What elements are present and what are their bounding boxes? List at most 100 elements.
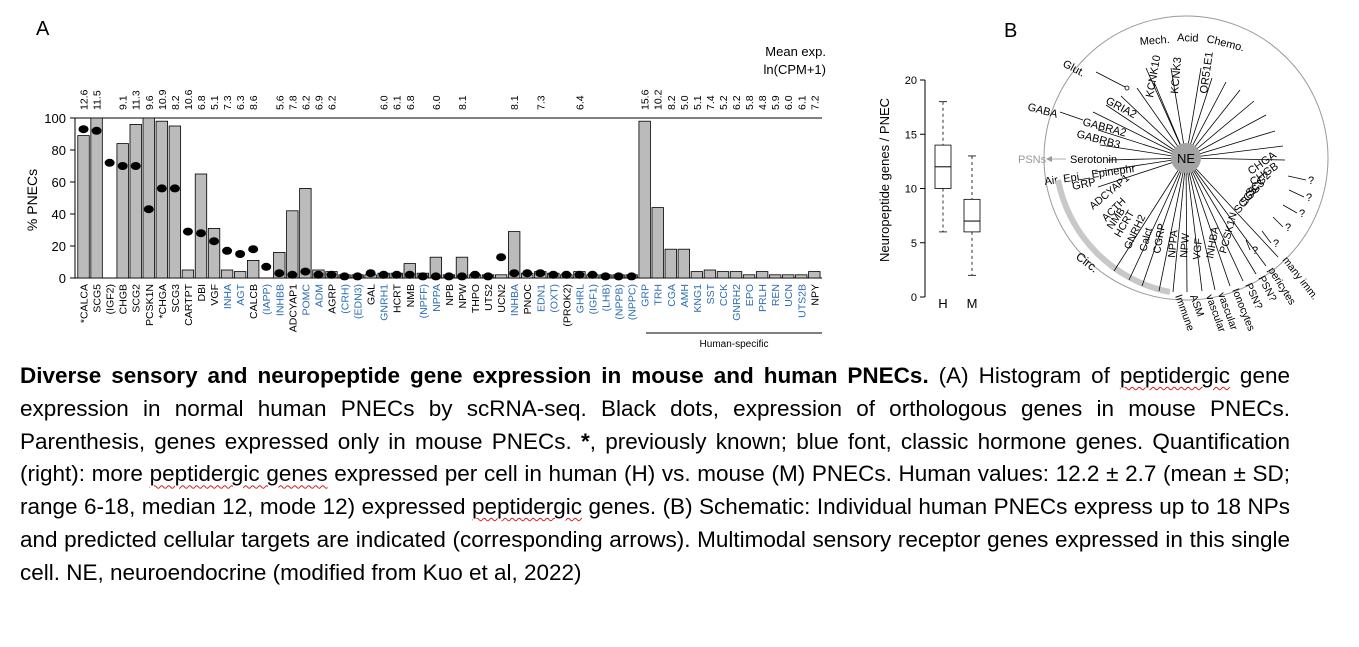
dot-mouse: [182, 227, 193, 236]
dot-mouse: [287, 270, 298, 279]
mean-exp-label: 11.3: [131, 90, 143, 110]
ne-schematic: Glut. GRIA2 GABA GABRA2 GABRB3 PSNs Sero…: [1018, 15, 1329, 334]
category-label: GHRL: [574, 284, 586, 313]
acid-label: Acid: [1177, 32, 1199, 45]
box-y-tick-label: 5: [911, 238, 917, 250]
category-label: POMC: [300, 284, 312, 316]
psns-label: PSNs: [1018, 154, 1047, 166]
bar-human: [168, 125, 182, 279]
unknown-target-arrow: [1288, 189, 1305, 198]
mean-exp-label: 6.8: [196, 95, 208, 110]
y-tick-label: 40: [52, 207, 66, 222]
gria2-label: GRIA2: [1104, 95, 1139, 121]
unknown-target-label: ?: [1252, 245, 1258, 257]
category-label: SCG3: [170, 284, 182, 313]
bar-human: [129, 124, 142, 279]
ne-circle: [1171, 143, 1201, 173]
y-tick-label: 0: [59, 271, 66, 286]
category-label: KNG1: [692, 284, 704, 313]
np-gene-label: CGRP: [1151, 223, 1168, 255]
dot-mouse: [143, 205, 154, 214]
dot-mouse: [456, 272, 467, 281]
mean-exp-label: 5.9: [770, 95, 782, 110]
dot-mouse: [130, 162, 141, 170]
caption-star: *: [580, 428, 590, 454]
mean-exp-label: 6.0: [783, 95, 795, 110]
category-label: SCG5: [92, 284, 104, 313]
unknown-target-label: ?: [1308, 175, 1314, 187]
box-y-axis-label: Neuropeptide genes / PNEC: [877, 98, 892, 262]
dot-mouse: [365, 269, 376, 278]
or51e1-label: OR51E1: [1198, 51, 1216, 94]
mean-exp-label: 5.6: [274, 95, 286, 110]
bar-human: [116, 143, 129, 279]
bar-human: [795, 274, 808, 279]
mean-exp-label: 7.2: [809, 95, 821, 110]
dot-mouse: [522, 269, 533, 278]
dot-mouse: [483, 272, 494, 281]
dot-mouse: [509, 269, 520, 278]
category-label: (NPPB): [614, 284, 626, 320]
unknown-target-label: ?: [1306, 192, 1312, 204]
category-label: GNRH1: [379, 284, 391, 321]
caption-part-3: , previously known; blue font, classic h…: [20, 428, 1290, 487]
bar-human: [273, 251, 286, 279]
bar-human: [142, 117, 155, 279]
category-label: NPY: [809, 284, 821, 306]
bar-human: [808, 271, 821, 279]
dot-mouse: [78, 125, 89, 134]
kcnk3-line: [1170, 67, 1187, 159]
dot-mouse: [235, 250, 246, 258]
category-label: PNOC: [522, 284, 534, 315]
bar-human: [782, 274, 795, 279]
mean-exp-label: 8.1: [457, 95, 469, 110]
category-label: (IGF1): [587, 284, 599, 314]
dot-mouse: [417, 272, 428, 281]
caption-part-1: (A) Histogram of: [928, 363, 1120, 388]
dot-mouse: [561, 270, 572, 279]
dot-mouse: [391, 270, 402, 279]
mean-exp-label: 10.2: [653, 89, 665, 110]
box-y-tick-label: 10: [905, 184, 917, 196]
caption-part-4: expressed per cell in human (H) vs. mous…: [20, 461, 1290, 520]
mean-exp-label: 6.0: [379, 95, 391, 110]
dot-mouse: [404, 270, 415, 279]
category-label: (IGF2): [105, 284, 117, 314]
unknown-target-arrow: [1282, 204, 1298, 214]
mean-exp-label: 6.2: [731, 95, 743, 110]
bar-human: [90, 117, 103, 279]
dot-mouse: [195, 229, 206, 238]
dot-mouse: [326, 270, 337, 279]
box-category-label: H: [938, 296, 947, 311]
y-tick-label: 20: [52, 239, 66, 254]
bar-human: [703, 269, 717, 279]
mean-exp-title-2: ln(CPM+1): [764, 62, 827, 77]
unknown-target-label: ?: [1285, 222, 1291, 234]
caption-word-peptidergic-1: peptidergic: [1119, 363, 1230, 388]
unknown-target-arrow: [1272, 216, 1284, 228]
panel-b-label: B: [1004, 20, 1017, 42]
category-label: SST: [705, 283, 717, 304]
category-label: AGT: [235, 283, 247, 305]
mean-exp-label: 6.2: [300, 95, 312, 110]
dot-mouse: [535, 269, 546, 278]
mean-exp-label: 5.1: [692, 95, 704, 110]
mean-exp-label: 5.0: [679, 95, 691, 110]
category-label: *CALCA: [79, 284, 91, 323]
mean-exp-label: 8.2: [170, 95, 182, 110]
dot-mouse: [248, 245, 259, 254]
circ-arc: [1055, 179, 1171, 295]
mean-exp-label: 10.6: [183, 89, 195, 110]
mean-exp-label: 6.1: [392, 95, 404, 110]
glut-line: [1095, 71, 1128, 89]
category-label: GAL: [366, 284, 378, 305]
category-label: (EDN3): [353, 284, 365, 319]
dot-mouse: [574, 270, 585, 279]
mean-exp-label: 5.1: [209, 95, 221, 110]
gaba-line: [1059, 111, 1084, 121]
dot-mouse: [274, 269, 285, 278]
dot-mouse: [430, 272, 441, 281]
box-category-label: M: [967, 296, 978, 311]
bar-human: [494, 274, 508, 279]
category-label: UTS2B: [796, 284, 808, 318]
